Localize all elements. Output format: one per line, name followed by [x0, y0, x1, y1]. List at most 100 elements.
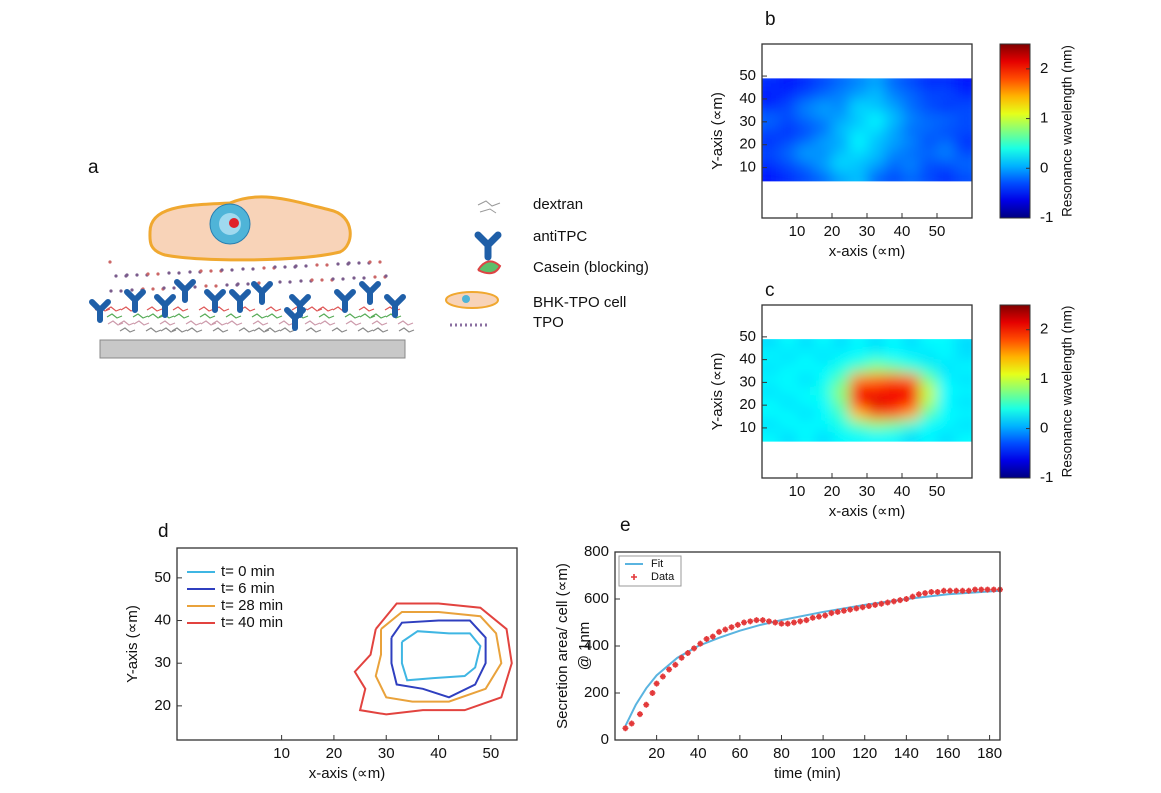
heatmap-cell — [797, 396, 815, 408]
heatmap-cell — [867, 158, 885, 170]
heatmap-cell — [902, 170, 920, 194]
heatmap-cell — [815, 136, 833, 148]
heatmap-cell — [850, 170, 868, 194]
dot — [341, 277, 344, 280]
heatmap-cell — [902, 101, 920, 113]
heatmap-cell — [815, 351, 833, 363]
dot — [130, 288, 133, 291]
heatmap-cell — [832, 90, 850, 102]
heatmap-cell — [797, 147, 815, 159]
heatmap — [750, 327, 985, 454]
heatmap-cell — [885, 396, 903, 408]
dot — [310, 278, 313, 281]
heatmap-cell — [920, 419, 938, 431]
dextran — [359, 307, 374, 311]
y-axis-label: Y-axis (∝m) — [709, 92, 726, 170]
heatmap-cell — [832, 430, 850, 454]
dextran — [319, 314, 334, 318]
heatmap-cell — [885, 170, 903, 194]
heatmap-cell — [955, 327, 985, 351]
antibody — [177, 282, 193, 300]
data-point — [629, 721, 635, 727]
x-tick-label: 20 — [326, 745, 343, 762]
dextran — [279, 321, 294, 325]
heatmap-cell — [780, 351, 798, 363]
data-point — [816, 614, 822, 620]
x-tick-label: 20 — [648, 745, 665, 762]
heatmap-cell — [885, 430, 903, 454]
heatmap-cell — [850, 147, 868, 159]
dot — [108, 260, 111, 263]
heatmap-cell — [780, 419, 798, 431]
dextran — [373, 328, 388, 332]
heatmap-cell — [902, 396, 920, 408]
dot — [352, 276, 355, 279]
y-tick-label: 600 — [584, 590, 609, 607]
heatmap-cell — [850, 124, 868, 136]
heatmap-cell — [937, 385, 955, 397]
heatmap-cell — [937, 373, 955, 385]
heatmap-cell — [867, 136, 885, 148]
x-axis-label: time (min) — [774, 765, 841, 782]
heatmap-cell — [780, 158, 798, 170]
dextran — [200, 314, 215, 318]
heatmap-cell — [780, 373, 798, 385]
dot — [241, 267, 244, 270]
heatmap-cell — [920, 90, 938, 102]
heatmap-cell — [885, 362, 903, 374]
antibody — [207, 292, 223, 310]
heatmap-cell — [832, 385, 850, 397]
dextran — [320, 321, 335, 325]
heatmap-cell — [885, 113, 903, 125]
dextran — [172, 328, 187, 332]
heatmap-cell — [850, 430, 868, 454]
data-point — [935, 589, 941, 595]
heatmap-cell — [937, 66, 955, 90]
dextran — [399, 328, 414, 332]
heatmap-cell — [920, 430, 938, 454]
y-tick-label: 30 — [154, 654, 171, 671]
heatmap-cell — [867, 430, 885, 454]
x-tick-label: 180 — [977, 745, 1002, 762]
heatmap-cell — [850, 113, 868, 125]
antibody — [157, 297, 173, 315]
legend-label: t= 0 min — [221, 563, 275, 580]
y-tick-label: 10 — [739, 419, 756, 436]
dextran — [186, 321, 201, 325]
heatmap-cell — [902, 419, 920, 431]
dot — [209, 269, 212, 272]
dot — [336, 262, 339, 265]
dot — [119, 289, 122, 292]
dextran — [133, 314, 148, 318]
nucleus-core — [229, 218, 239, 228]
x-tick-label: 30 — [859, 223, 876, 240]
heatmap-cell — [937, 158, 955, 170]
heatmap-cell — [850, 373, 868, 385]
dot — [347, 261, 350, 264]
heatmap-cell — [797, 407, 815, 419]
dot — [236, 282, 239, 285]
x-tick-label: 10 — [789, 223, 806, 240]
y-tick-label: 0 — [601, 731, 609, 748]
x-axis-label: x-axis (∝m) — [829, 503, 906, 520]
colorbar-tick-label: 1 — [1040, 110, 1048, 127]
heatmap-cell — [850, 101, 868, 113]
heatmap-cell — [850, 136, 868, 148]
heatmap-cell — [850, 396, 868, 408]
heatmap-cell — [920, 147, 938, 159]
cell — [150, 197, 350, 260]
colorbar-tick-label: -1 — [1040, 209, 1053, 226]
heatmap-cell — [902, 327, 920, 351]
heatmap-cell — [885, 373, 903, 385]
heatmap-cell — [902, 124, 920, 136]
heatmap-cell — [937, 136, 955, 148]
dot — [114, 274, 117, 277]
heatmap-cell — [867, 351, 885, 363]
heatmap-cell — [797, 113, 815, 125]
heatmap-cell — [867, 101, 885, 113]
data-point — [810, 615, 816, 621]
dextran — [107, 314, 122, 318]
heatmap-cell — [850, 362, 868, 374]
data-point — [791, 620, 797, 626]
data-point — [672, 662, 678, 668]
